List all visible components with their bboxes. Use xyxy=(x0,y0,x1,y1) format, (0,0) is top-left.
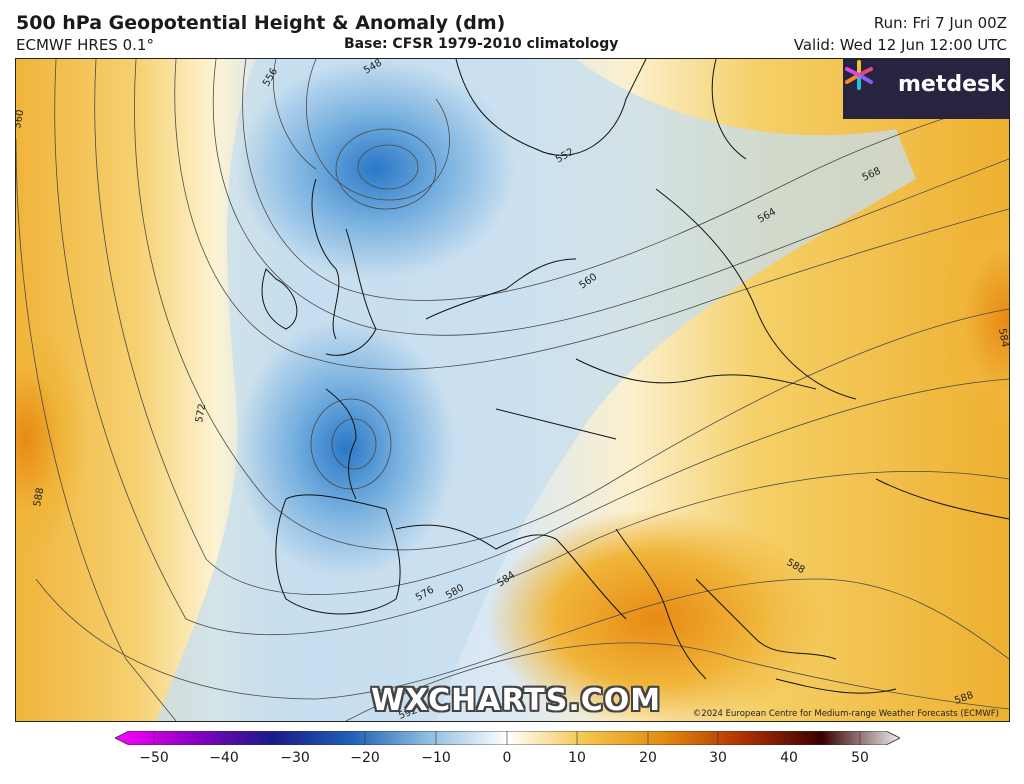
contour-lines xyxy=(16,59,1009,721)
contour-label: 584 xyxy=(996,328,1009,349)
anomaly-map[interactable]: 556 548 560 552 568 564 572 588 584 560 … xyxy=(15,58,1010,722)
metdesk-logo-text: metdesk xyxy=(898,72,1005,97)
atlantic-high-region xyxy=(16,319,86,559)
chart-title: 500 hPa Geopotential Height & Anomaly (d… xyxy=(16,12,506,34)
copyright-notice: ©2024 European Centre for Medium-range W… xyxy=(692,709,999,719)
colorbar-tick: 20 xyxy=(639,750,657,766)
contour-label: 588 xyxy=(32,487,46,508)
colorbar-tick: 0 xyxy=(502,750,512,766)
colorbar-tick: 10 xyxy=(568,750,586,766)
colorbar-tick: −50 xyxy=(139,750,169,766)
colorbar-tick: −10 xyxy=(421,750,451,766)
climatology-base-label: Base: CFSR 1979-2010 climatology xyxy=(344,36,619,52)
eastern-high-region xyxy=(936,199,1009,439)
colorbar-tick: 50 xyxy=(851,750,869,766)
wxcharts-watermark: WXCHARTS.COM xyxy=(371,683,662,718)
mediterranean-high-region xyxy=(486,509,826,721)
contour-label: 560 xyxy=(16,109,26,130)
coastlines xyxy=(261,59,1009,694)
map-canvas: 556 548 560 552 568 564 572 588 584 560 … xyxy=(16,59,1009,721)
model-label: ECMWF HRES 0.1° xyxy=(16,36,154,54)
metdesk-star-icon xyxy=(845,60,873,90)
run-time-label: Run: Fri 7 Jun 00Z xyxy=(873,14,1007,32)
colorbar-tick: 40 xyxy=(780,750,798,766)
colorbar-tick: −20 xyxy=(350,750,380,766)
colorbar-tick: 30 xyxy=(709,750,727,766)
contour-label: 572 xyxy=(194,403,208,424)
northern-low-region xyxy=(236,59,516,279)
colorbar-tick: −40 xyxy=(209,750,239,766)
biscay-low-region xyxy=(236,319,456,579)
anomaly-colorbar xyxy=(115,731,900,745)
contour-label: 592 xyxy=(397,705,419,721)
colorbar-tick: −30 xyxy=(280,750,310,766)
metdesk-logo[interactable]: metdesk xyxy=(843,59,1009,119)
valid-time-label: Valid: Wed 12 Jun 12:00 UTC xyxy=(793,36,1007,54)
